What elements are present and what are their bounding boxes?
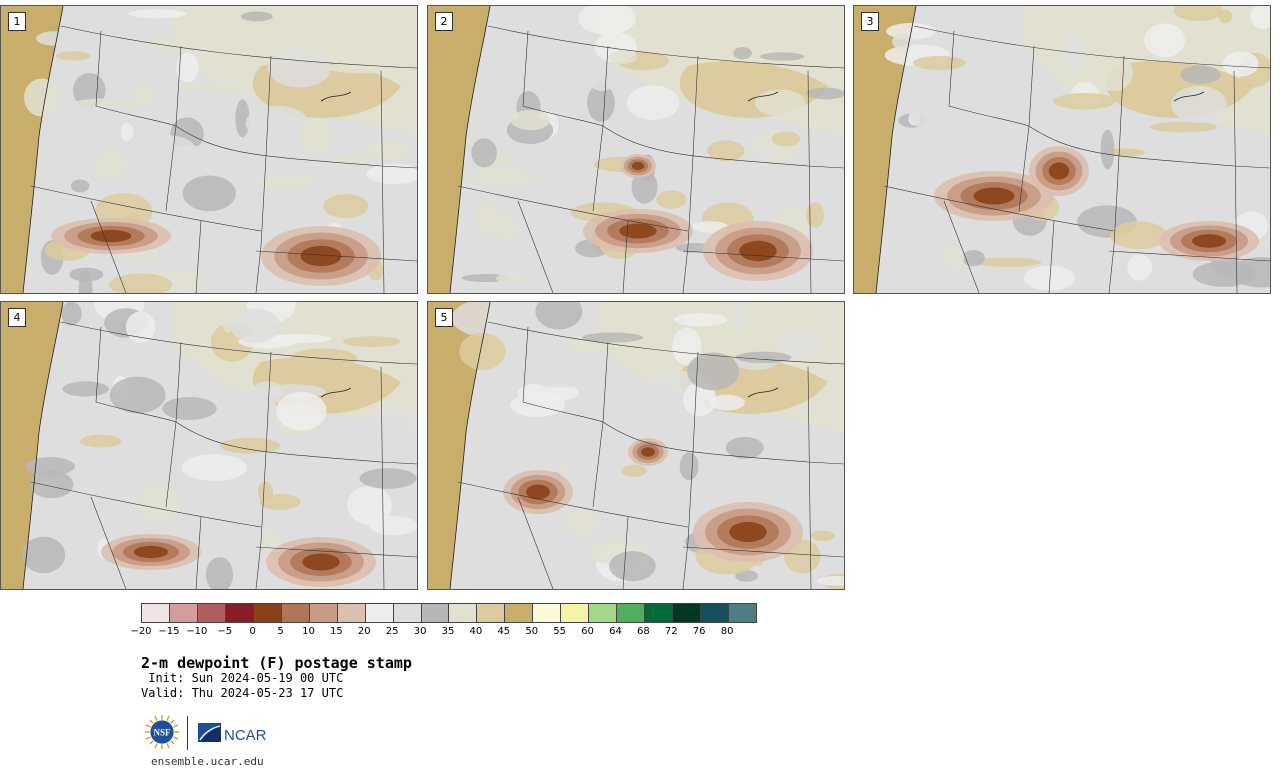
site-url: ensemble.ucar.edu bbox=[151, 755, 264, 768]
colorbar bbox=[141, 603, 757, 623]
colorbar-swatch bbox=[645, 604, 674, 622]
colorbar-swatch bbox=[617, 604, 646, 622]
colorbar-tick-label: 5 bbox=[277, 626, 284, 637]
colorbar-tick-label: −15 bbox=[158, 626, 180, 637]
colorbar-swatch bbox=[142, 604, 170, 622]
colorbar-tick-label: 20 bbox=[357, 626, 371, 637]
colorbar-tick-label: 80 bbox=[720, 626, 734, 637]
colorbar-tick-label: 0 bbox=[249, 626, 256, 637]
colorbar-swatch bbox=[169, 604, 198, 622]
colorbar-tick-label: 25 bbox=[385, 626, 399, 637]
colorbar-swatch bbox=[449, 604, 478, 622]
colorbar-swatch bbox=[309, 604, 338, 622]
colorbar-swatch bbox=[533, 604, 562, 622]
colorbar-swatch bbox=[281, 604, 310, 622]
ensemble-member-panel-4: 4 bbox=[0, 301, 418, 590]
colorbar-tick-labels: −20 −15 −10 −5 0 5 10 15 20 25 30 35 40 45 50 55 60 64 68 7… bbox=[130, 626, 755, 638]
colorbar-tick-label: 64 bbox=[609, 626, 622, 637]
colorbar-swatch bbox=[253, 604, 282, 622]
logo-divider bbox=[187, 716, 188, 750]
init-time: Init: Sun 2024-05-19 00 UTC bbox=[141, 671, 344, 685]
colorbar-tick-label: 30 bbox=[413, 626, 427, 637]
colorbar-swatch bbox=[225, 604, 254, 622]
svg-text:NCAR: NCAR bbox=[224, 727, 267, 744]
colorbar-swatch bbox=[589, 604, 618, 622]
colorbar-swatch bbox=[337, 604, 366, 622]
colorbar-swatch bbox=[505, 604, 534, 622]
panel-number-label: 5 bbox=[435, 308, 453, 327]
chart-title: 2-m dewpoint (F) postage stamp bbox=[141, 654, 412, 672]
ensemble-member-panel-2: 2 bbox=[427, 5, 845, 294]
colorbar-swatch bbox=[561, 604, 590, 622]
colorbar-swatch bbox=[421, 604, 450, 622]
colorbar-tick-label: 55 bbox=[553, 626, 566, 637]
colorbar-swatch bbox=[477, 604, 506, 622]
dewpoint-map-4 bbox=[1, 302, 417, 589]
colorbar-tick-label: −5 bbox=[217, 626, 233, 637]
colorbar-tick-label: 45 bbox=[497, 626, 511, 637]
colorbar-tick-label: 40 bbox=[469, 626, 483, 637]
colorbar-swatch bbox=[197, 604, 226, 622]
colorbar-tick-label: 60 bbox=[581, 626, 594, 637]
panel-number-label: 4 bbox=[8, 308, 26, 327]
panel-number-label: 2 bbox=[435, 12, 453, 31]
dewpoint-map-1 bbox=[1, 6, 417, 293]
dewpoint-map-3 bbox=[854, 6, 1270, 293]
ensemble-member-panel-1: 1 bbox=[0, 5, 418, 294]
colorbar-tick-label: 35 bbox=[441, 626, 455, 637]
ensemble-member-panel-5: 5 bbox=[427, 301, 845, 590]
colorbar-tick-label: 10 bbox=[302, 626, 315, 637]
colorbar-tick-label: 50 bbox=[525, 626, 539, 637]
colorbar-tick-label: −20 bbox=[130, 626, 152, 637]
colorbar-tick-label: 72 bbox=[664, 626, 678, 637]
dewpoint-map-2 bbox=[428, 6, 844, 293]
colorbar-swatch bbox=[701, 604, 730, 622]
colorbar-swatch bbox=[673, 604, 702, 622]
nsf-logo: NSF bbox=[145, 715, 179, 749]
ncar-logo: NCAR bbox=[198, 723, 267, 744]
colorbar-tick-label: 76 bbox=[692, 626, 706, 637]
valid-time: Valid: Thu 2024-05-23 17 UTC bbox=[141, 686, 344, 700]
colorbar-tick-label: 68 bbox=[636, 626, 650, 637]
panel-number-label: 1 bbox=[8, 12, 26, 31]
panel-number-label: 3 bbox=[861, 12, 879, 31]
colorbar-tick-label: −10 bbox=[186, 626, 208, 637]
colorbar-swatch bbox=[729, 604, 756, 622]
dewpoint-map-5 bbox=[428, 302, 844, 589]
colorbar-swatch bbox=[393, 604, 422, 622]
ensemble-member-panel-3: 3 bbox=[853, 5, 1271, 294]
colorbar-swatch bbox=[365, 604, 394, 622]
svg-text:NSF: NSF bbox=[153, 728, 171, 738]
colorbar-tick-label: 15 bbox=[329, 626, 343, 637]
